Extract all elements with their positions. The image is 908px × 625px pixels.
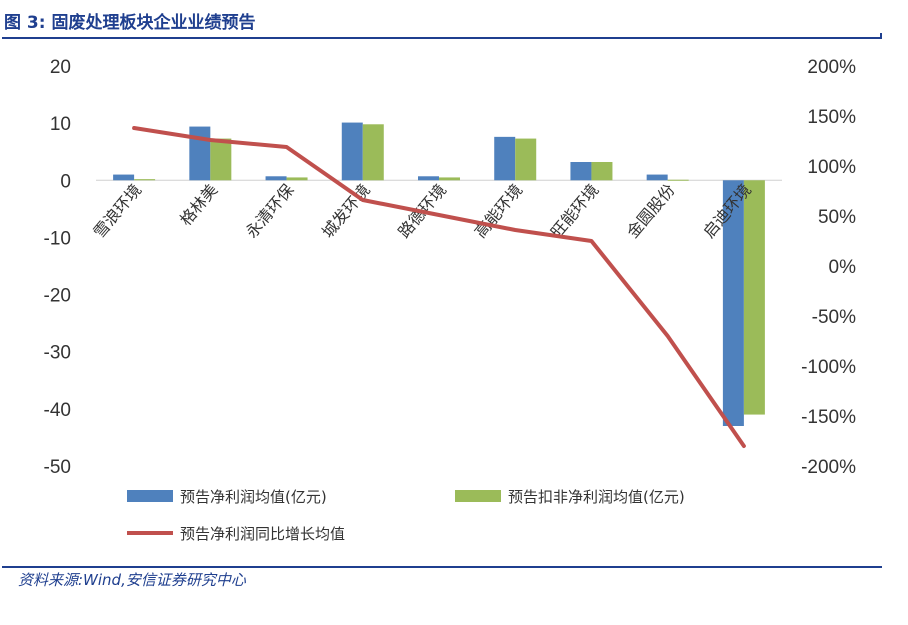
legend-label-growth: 预告净利润同比增长均值 [180, 525, 345, 543]
bottom-rule [2, 566, 882, 568]
category-label: 旺能环境 [547, 180, 603, 241]
right-axis-tick-label: 150% [807, 107, 856, 128]
left-axis-tick-label: -30 [44, 343, 71, 364]
bar-deducted-profit [743, 180, 765, 415]
bar-deducted-profit [286, 177, 308, 181]
bar-net-profit [341, 122, 363, 181]
top-rule [2, 37, 882, 39]
right-axis-tick-label: 100% [807, 157, 856, 178]
growth-line-layer [132, 126, 746, 448]
left-axis-tick-label: -40 [44, 400, 71, 421]
right-axis-tick-label: 50% [818, 207, 856, 228]
right-axis-tick-label: -50% [812, 307, 856, 328]
bar-deducted-profit [439, 177, 460, 181]
legend-label-deducted-profit: 预告扣非净利润均值(亿元) [508, 488, 685, 506]
source-note: 资料来源:Wind,安信证券研究中心 [18, 571, 246, 589]
legend-swatch-net-profit [127, 490, 173, 502]
legend-label-net-profit: 预告净利润均值(亿元) [180, 488, 327, 506]
bar-net-profit [494, 136, 516, 181]
bar-net-profit [646, 174, 668, 181]
left-axis-tick-label: -10 [44, 228, 71, 249]
bar-deducted-profit [591, 162, 613, 181]
left-axis-ticks: 20 10 0 -10 -20 -30 -40 -50 [44, 57, 71, 478]
right-axis-tick-label: -100% [801, 357, 856, 378]
left-axis-tick-label: 20 [50, 57, 71, 78]
right-axis-ticks: 200% 150% 100% 50% 0% -50% -100% -150% -200% [801, 57, 856, 478]
category-label: 金圆股份 [623, 180, 679, 241]
right-axis-tick-label: 200% [807, 57, 856, 78]
figure-title: 图 3: 固废处理板块企业业绩预告 [4, 13, 256, 33]
bar-net-profit [113, 174, 135, 181]
legend-swatch-deducted-profit [455, 490, 501, 502]
right-axis-tick-label: -200% [801, 457, 856, 478]
bar-deducted-profit [134, 179, 156, 181]
chart: 20 10 0 -10 -20 -30 -40 -50 200% 150% 100% 50% 0% -5… [44, 57, 857, 543]
bar-deducted-profit [515, 138, 537, 181]
legend: 预告净利润均值(亿元) 预告扣非净利润均值(亿元) 预告净利润同比增长均值 [127, 488, 685, 543]
category-label: 雪浪环境 [89, 180, 145, 241]
right-axis-tick-label: -150% [801, 407, 856, 428]
bar-deducted-profit [362, 124, 384, 181]
bar-net-profit [722, 180, 744, 426]
right-axis-tick-label: 0% [829, 257, 857, 278]
category-label: 高能环境 [471, 180, 527, 241]
left-axis-tick-label: -20 [44, 286, 71, 307]
category-label: 格林美 [176, 180, 221, 229]
bar-net-profit [570, 162, 592, 181]
left-axis-tick-label: 0 [60, 171, 71, 192]
bars [113, 122, 765, 426]
bar-deducted-profit [667, 179, 689, 181]
bar-net-profit [418, 176, 439, 181]
left-axis-tick-label: 10 [50, 114, 71, 135]
top-rule-tick [880, 33, 882, 39]
left-axis-tick-label: -50 [44, 457, 71, 478]
bar-deducted-profit [210, 138, 232, 181]
bar-net-profit [265, 176, 287, 181]
bar-net-profit [189, 126, 211, 181]
category-label: 永清环保 [242, 180, 298, 241]
